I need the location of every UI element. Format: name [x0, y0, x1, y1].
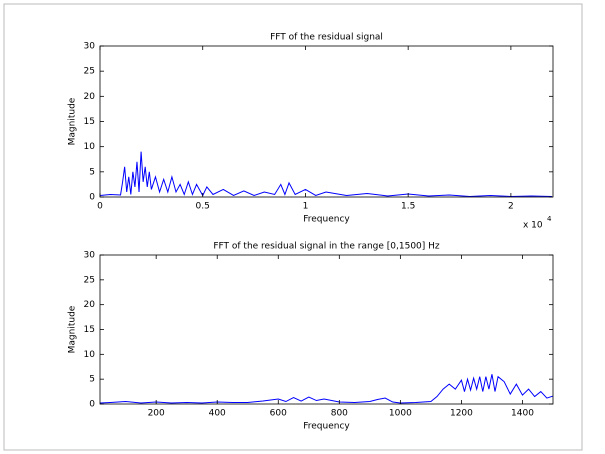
x-tick-label: 1.5 [401, 202, 415, 212]
y-axis-label: Magnitude [68, 305, 78, 353]
signal-line [99, 151, 552, 198]
plot-area [100, 255, 553, 404]
x-tick-label: 400 [209, 409, 226, 419]
x-multiplier: x 10 [523, 221, 543, 231]
y-tick-label: 0 [89, 193, 95, 203]
y-tick-label: 15 [84, 325, 95, 335]
y-tick-label: 5 [89, 375, 95, 385]
x-tick-label: 2 [508, 202, 514, 212]
y-axis-label: Magnitude [68, 97, 78, 145]
x-tick-label: 800 [331, 409, 348, 419]
y-tick-label: 10 [84, 350, 96, 360]
y-tick-label: 25 [84, 67, 95, 77]
x-tick-label: 0 [97, 202, 103, 212]
x-tick-label: 1200 [450, 409, 473, 419]
y-tick-label: 0 [89, 400, 95, 410]
x-axis-label: Frequency [303, 215, 350, 225]
axes-title: FFT of the residual signal [270, 33, 383, 43]
x-tick-label: 0.5 [196, 202, 210, 212]
y-tick-label: 5 [89, 167, 95, 177]
x-tick-label: 200 [148, 409, 165, 419]
y-tick-label: 30 [84, 251, 96, 261]
x-axis-label: Frequency [303, 422, 350, 432]
x-tick-label: 1400 [511, 409, 534, 419]
y-tick-label: 30 [84, 42, 96, 52]
signal-line [99, 374, 554, 404]
x-tick-label: 1 [303, 202, 309, 212]
y-tick-label: 20 [84, 300, 96, 310]
x-tick-label: 1000 [389, 409, 412, 419]
y-tick-label: 15 [84, 117, 95, 127]
y-tick-label: 25 [84, 275, 95, 285]
x-tick-label: 600 [270, 409, 287, 419]
y-tick-label: 10 [84, 142, 96, 152]
plot-area [100, 46, 553, 197]
axes-title: FFT of the residual signal in the range … [213, 242, 440, 252]
y-tick-label: 20 [84, 92, 96, 102]
x-multiplier-exponent: 4 [547, 215, 552, 223]
